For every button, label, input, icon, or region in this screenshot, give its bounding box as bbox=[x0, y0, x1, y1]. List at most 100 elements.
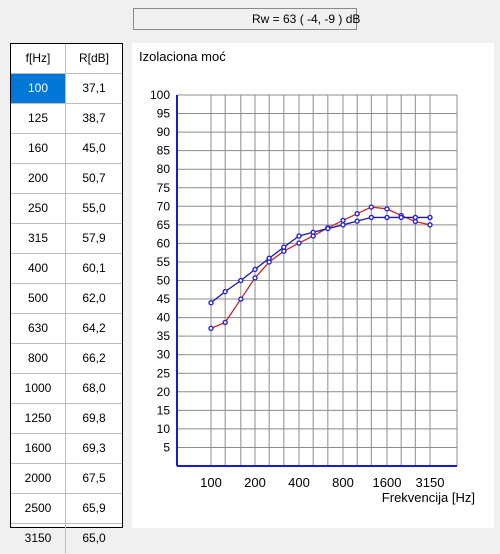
x-tick-label: 800 bbox=[332, 475, 354, 490]
reference-curve-point bbox=[325, 225, 331, 232]
reference-curve-point bbox=[368, 214, 375, 221]
table-row[interactable]: 1000 68,0 bbox=[11, 374, 122, 404]
rw-result-box: Rw = 63 ( -4, -9 ) dB bbox=[133, 8, 361, 30]
y-tick-label: 25 bbox=[157, 366, 171, 380]
y-tick-label: 20 bbox=[157, 385, 171, 399]
table-row[interactable]: 200 50,7 bbox=[11, 164, 122, 194]
cell-frequency[interactable]: 125 bbox=[11, 104, 66, 133]
measured-curve-point bbox=[208, 325, 214, 332]
cell-frequency[interactable]: 160 bbox=[11, 134, 66, 163]
table-row[interactable]: 100 37,1 bbox=[11, 74, 122, 104]
y-tick-label: 45 bbox=[157, 292, 171, 306]
rw-result-label: Rw = 63 ( -4, -9 ) dB bbox=[252, 12, 361, 26]
cell-reduction[interactable]: 65,0 bbox=[82, 531, 106, 545]
cell-reduction[interactable]: 37,1 bbox=[82, 81, 106, 95]
y-tick-label: 65 bbox=[157, 218, 171, 232]
cell-frequency[interactable]: 1250 bbox=[11, 404, 66, 433]
measured-curve-point bbox=[238, 296, 244, 302]
sound-insulation-chart: Izolaciona moć 5 10 15 20 25 30 35 40 45 50 55 60 65 7… bbox=[132, 43, 494, 528]
cell-reduction[interactable]: 69,8 bbox=[82, 411, 106, 425]
chart-title: Izolaciona moć bbox=[139, 49, 226, 64]
table-row[interactable]: 250 55,0 bbox=[11, 194, 122, 224]
reference-curve-point bbox=[398, 214, 404, 221]
y-tick-label: 40 bbox=[157, 311, 171, 325]
table-row[interactable]: 160 45,0 bbox=[11, 134, 122, 164]
header-frequency: f[Hz] bbox=[11, 44, 66, 73]
cell-reduction[interactable]: 69,3 bbox=[82, 441, 106, 455]
cell-frequency[interactable]: 100 bbox=[11, 74, 66, 103]
cell-reduction[interactable]: 62,0 bbox=[82, 291, 106, 305]
reference-curve-point bbox=[222, 288, 228, 295]
cell-reduction[interactable]: 38,7 bbox=[82, 111, 106, 125]
cell-reduction[interactable]: 55,0 bbox=[82, 201, 106, 215]
cell-frequency[interactable]: 2000 bbox=[11, 464, 66, 493]
y-tick-label: 30 bbox=[157, 348, 171, 362]
cell-reduction[interactable]: 50,7 bbox=[82, 171, 106, 185]
cell-reduction[interactable]: 67,5 bbox=[82, 471, 106, 485]
y-tick-label: 55 bbox=[157, 255, 171, 269]
cell-frequency[interactable]: 2500 bbox=[11, 494, 66, 523]
reference-curve-point bbox=[340, 222, 346, 228]
cell-reduction[interactable]: 60,1 bbox=[82, 261, 106, 275]
y-tick-label: 60 bbox=[157, 236, 171, 250]
x-tick-label: 3150 bbox=[416, 475, 445, 490]
y-tick-label: 35 bbox=[157, 329, 171, 343]
chart-canvas: Izolaciona moć 5 10 15 20 25 30 35 40 45 50 55 60 65 7… bbox=[139, 49, 475, 505]
y-tick-label: 100 bbox=[150, 88, 170, 102]
reference-curve-point bbox=[412, 214, 419, 221]
table-row[interactable]: 315 57,9 bbox=[11, 224, 122, 254]
measured-curve-point bbox=[340, 217, 346, 224]
cell-reduction[interactable]: 64,2 bbox=[82, 321, 106, 335]
x-tick-label: 100 bbox=[200, 475, 222, 490]
cell-frequency[interactable]: 250 bbox=[11, 194, 66, 223]
y-tick-label: 15 bbox=[157, 403, 171, 417]
measured-curve-point bbox=[296, 240, 302, 246]
table-row[interactable]: 2500 65,9 bbox=[11, 494, 122, 524]
measured-curve-point bbox=[384, 206, 390, 212]
reference-curve-point bbox=[281, 244, 287, 250]
cell-reduction[interactable]: 66,2 bbox=[82, 351, 106, 365]
table-header-row: f[Hz] R[dB] bbox=[11, 44, 122, 74]
measured-curve-point bbox=[368, 204, 375, 210]
cell-frequency[interactable]: 1600 bbox=[11, 434, 66, 463]
cell-reduction[interactable]: 57,9 bbox=[82, 231, 106, 245]
y-tick-label: 50 bbox=[157, 274, 171, 288]
cell-frequency[interactable]: 800 bbox=[11, 344, 66, 373]
cell-frequency[interactable]: 400 bbox=[11, 254, 66, 283]
cell-frequency[interactable]: 1000 bbox=[11, 374, 66, 403]
table-row[interactable]: 125 38,7 bbox=[11, 104, 122, 134]
y-tick-label: 10 bbox=[157, 422, 171, 436]
table-row[interactable]: 500 62,0 bbox=[11, 284, 122, 314]
table-row[interactable]: 2000 67,5 bbox=[11, 464, 122, 494]
cell-frequency[interactable]: 630 bbox=[11, 314, 66, 343]
table-row[interactable]: 800 66,2 bbox=[11, 344, 122, 374]
reference-curve-point bbox=[310, 229, 316, 235]
table-row[interactable]: 400 60,1 bbox=[11, 254, 122, 284]
measured-curve-point bbox=[354, 211, 360, 217]
frequency-table[interactable]: f[Hz] R[dB] 100 37,1 125 38,7 160 45,0 200 50,7 25… bbox=[10, 43, 123, 553]
cell-reduction[interactable]: 45,0 bbox=[82, 141, 106, 155]
cell-frequency[interactable]: 315 bbox=[11, 224, 66, 253]
measured-curve-point bbox=[427, 222, 433, 228]
y-tick-label: 70 bbox=[157, 199, 171, 213]
reference-curve-point bbox=[296, 233, 302, 239]
table-row[interactable]: 1250 69,8 bbox=[11, 404, 122, 434]
x-tick-label: 200 bbox=[244, 475, 266, 490]
cell-reduction[interactable]: 68,0 bbox=[82, 381, 106, 395]
y-tick-label: 5 bbox=[163, 440, 170, 454]
reference-curve-point bbox=[238, 277, 244, 284]
y-tick-label: 80 bbox=[157, 162, 171, 176]
table-row[interactable]: 630 64,2 bbox=[11, 314, 122, 344]
x-tick-label: 400 bbox=[288, 475, 310, 490]
table-row[interactable]: 3150 65,0 bbox=[11, 524, 122, 554]
reference-curve-point bbox=[252, 266, 258, 273]
cell-frequency[interactable]: 500 bbox=[11, 284, 66, 313]
reference-curve-point bbox=[427, 214, 433, 221]
cell-reduction[interactable]: 65,9 bbox=[82, 501, 106, 515]
cell-frequency[interactable]: 3150 bbox=[11, 524, 66, 553]
reference-curve-line bbox=[210, 216, 430, 304]
y-tick-label: 90 bbox=[157, 125, 171, 139]
reference-curve-point bbox=[384, 214, 390, 221]
table-row[interactable]: 1600 69,3 bbox=[11, 434, 122, 464]
cell-frequency[interactable]: 200 bbox=[11, 164, 66, 193]
